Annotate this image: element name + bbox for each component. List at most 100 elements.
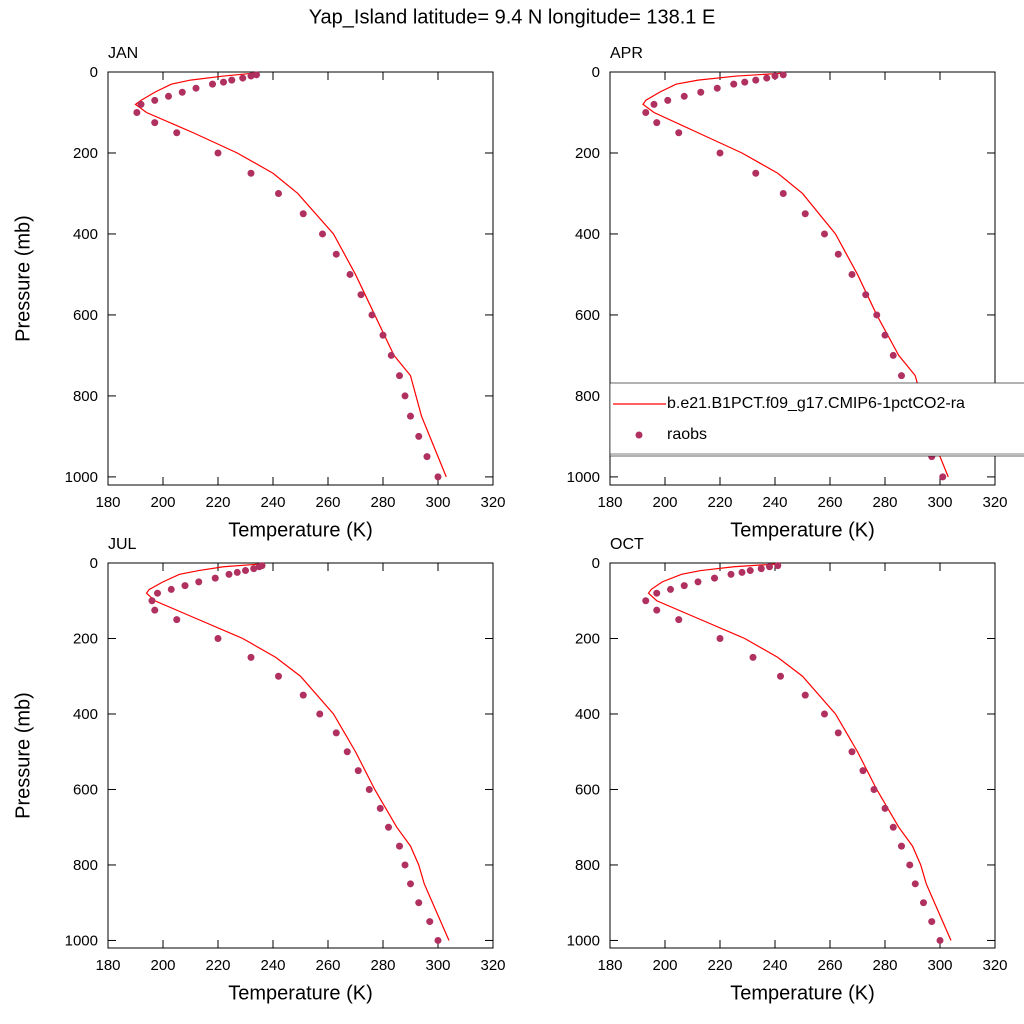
- obs-point: [642, 597, 650, 605]
- obs-point: [939, 473, 947, 481]
- obs-point: [250, 565, 258, 573]
- obs-point: [749, 653, 757, 661]
- obs-point: [771, 72, 779, 80]
- x-axis-label: Temperature (K): [228, 519, 373, 541]
- obs-point: [233, 568, 241, 576]
- x-tick-label: 320: [480, 957, 505, 974]
- y-axis-label: Pressure (mb): [12, 215, 34, 342]
- obs-point: [151, 606, 159, 614]
- obs-point: [368, 311, 376, 319]
- obs-point: [137, 100, 145, 108]
- obs-point: [680, 582, 688, 590]
- x-tick-label: 180: [597, 957, 622, 974]
- obs-point: [299, 210, 307, 218]
- obs-point: [834, 250, 842, 258]
- obs-point: [346, 270, 354, 278]
- profile-line: [647, 563, 952, 941]
- y-tick-label: 400: [575, 226, 600, 243]
- obs-point: [228, 76, 236, 84]
- obs-point: [379, 331, 387, 339]
- obs-point: [396, 842, 403, 850]
- obs-point: [434, 473, 442, 481]
- obs-point: [936, 936, 944, 944]
- x-tick-label: 200: [150, 494, 175, 511]
- obs-point: [738, 568, 746, 576]
- obs-point: [911, 880, 919, 888]
- obs-point: [434, 936, 442, 944]
- panel: 180 200 220 240 260 280 300 320 0 200 400 600 800 100…: [12, 45, 505, 541]
- x-tick-label: 300: [927, 494, 952, 511]
- obs-point: [407, 412, 414, 420]
- x-tick-label: 220: [707, 957, 732, 974]
- obs-point: [664, 96, 672, 104]
- obs-point: [247, 169, 255, 177]
- obs-point: [881, 331, 889, 339]
- x-axis-label: Temperature (K): [228, 982, 373, 1004]
- obs-point: [316, 710, 324, 718]
- x-tick-label: 220: [205, 494, 230, 511]
- x-tick-label: 180: [95, 957, 120, 974]
- x-tick-label: 220: [205, 957, 230, 974]
- obs-point: [741, 78, 749, 86]
- obs-point: [898, 842, 905, 850]
- y-tick-label: 600: [73, 307, 98, 324]
- panel: 180 200 220 240 260 280 300 320 0 200 400 600 800 100…: [567, 45, 1008, 541]
- obs-point: [653, 119, 661, 127]
- panel-title: OCT: [610, 536, 644, 553]
- obs-point: [401, 861, 409, 869]
- obs-point: [396, 372, 403, 380]
- obs-point: [165, 92, 172, 100]
- obs-point: [401, 392, 409, 400]
- obs-point: [211, 574, 219, 582]
- obs-point: [167, 585, 175, 593]
- x-tick-label: 320: [982, 957, 1007, 974]
- x-tick-label: 320: [480, 494, 505, 511]
- y-tick-label: 600: [575, 307, 600, 324]
- obs-point: [680, 92, 688, 100]
- profile-line: [145, 563, 450, 941]
- obs-point: [209, 80, 216, 88]
- x-tick-label: 280: [370, 957, 395, 974]
- obs-point: [275, 189, 282, 197]
- obs-point: [415, 899, 423, 907]
- y-tick-label: 1000: [65, 469, 98, 486]
- x-tick-label: 180: [597, 494, 622, 511]
- obs-point: [801, 210, 809, 218]
- obs-point: [275, 672, 282, 680]
- obs-point: [834, 729, 842, 737]
- obs-point: [426, 918, 434, 926]
- y-tick-label: 1000: [65, 932, 98, 949]
- obs-point: [151, 119, 159, 127]
- obs-point: [848, 270, 856, 278]
- obs-point: [173, 616, 181, 624]
- x-axis-label: Temperature (K): [730, 982, 875, 1004]
- obs-point: [711, 574, 718, 582]
- obs-point: [928, 918, 936, 926]
- y-tick-label: 200: [73, 630, 98, 647]
- obs-point: [173, 129, 181, 137]
- obs-point: [192, 84, 200, 92]
- legend-box: [609, 382, 1024, 457]
- obs-point: [253, 71, 260, 79]
- obs-point: [354, 767, 362, 775]
- obs-point: [716, 149, 724, 157]
- obs-point: [365, 785, 373, 793]
- obs-point: [821, 710, 828, 718]
- y-tick-label: 200: [73, 145, 98, 162]
- obs-point: [154, 589, 161, 597]
- x-tick-label: 300: [425, 957, 450, 974]
- panel-title: JAN: [108, 45, 138, 62]
- y-tick-label: 400: [73, 226, 98, 243]
- obs-point: [247, 653, 255, 661]
- y-tick-label: 1000: [567, 932, 600, 949]
- obs-point: [214, 149, 222, 157]
- panel-title: JUL: [108, 536, 137, 553]
- y-tick-label: 0: [90, 555, 98, 572]
- y-tick-label: 800: [73, 857, 98, 874]
- y-tick-label: 400: [73, 706, 98, 723]
- y-tick-label: 800: [575, 857, 600, 874]
- obs-point: [889, 823, 897, 831]
- obs-point: [319, 230, 326, 238]
- obs-point: [415, 432, 423, 440]
